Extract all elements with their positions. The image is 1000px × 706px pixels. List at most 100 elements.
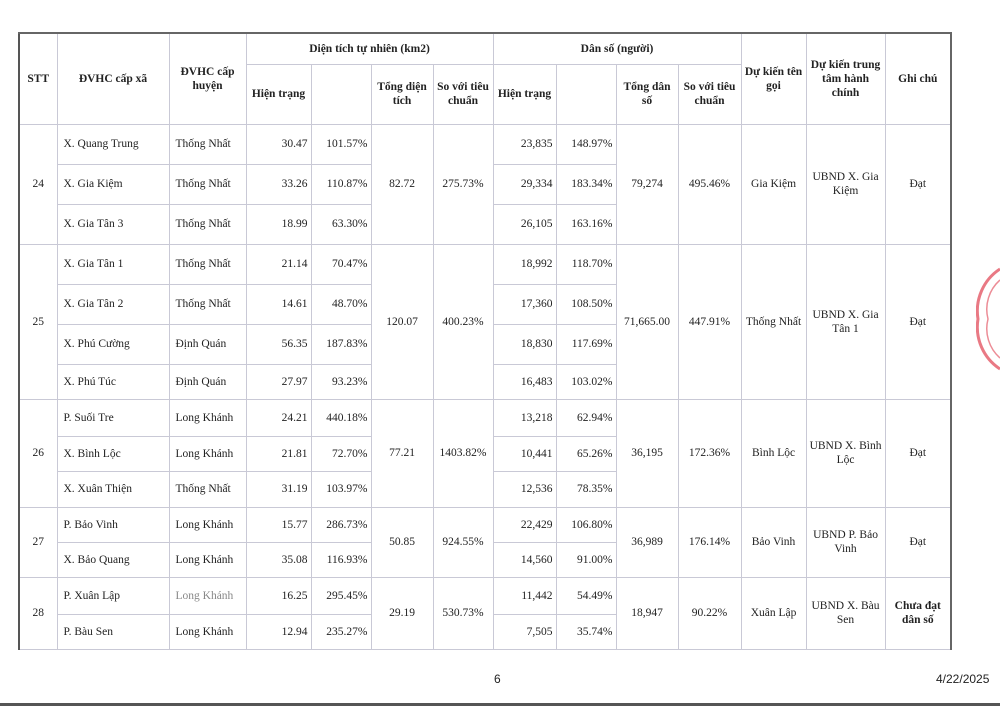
district-cell: Long Khánh [168,506,247,543]
header-pop-current: Hiện trạng [492,63,557,125]
area-current-cell: 56.35 [245,323,312,365]
total-pop-cell: 71,665.00 [615,243,679,400]
commune-cell: X. Gia Kiệm [56,163,170,205]
district-cell: Long Khánh [168,576,247,615]
area-current-cell: 31.19 [245,470,312,508]
proposed-name-cell: Bình Lộc [740,398,807,508]
total-pop-cell: 36,195 [615,398,679,508]
pop-current-cell: 7,505 [492,613,557,650]
pop-current-cell: 10,441 [492,435,557,472]
table-row: 28 P. Xuân Lập Long Khánh 16.25 295.45% 29.19… [18,576,952,650]
district-cell: Thống Nhất [168,283,247,325]
stt-cell: 27 [18,506,58,578]
stt-cell: 28 [18,576,58,650]
district-cell: Định Quán [168,363,247,400]
pop-pct-cell: 108.50% [555,283,617,325]
area-current-cell: 21.14 [245,243,312,285]
area-pct-cell: 440.18% [310,398,372,437]
header-pop-pct-blank [555,63,617,125]
area-vs-standard-cell: 275.73% [432,123,494,245]
area-current-cell: 30.47 [245,123,312,165]
commune-cell: X. Phú Túc [56,363,170,400]
total-pop-cell: 79,274 [615,123,679,245]
total-area-cell: 82.72 [370,123,434,245]
pop-pct-cell: 117.69% [555,323,617,365]
pop-vs-standard-cell: 495.46% [677,123,742,245]
pop-pct-cell: 62.94% [555,398,617,437]
header-district: ĐVHC cấp huyện [168,32,247,125]
commune-cell: X. Gia Tân 2 [56,283,170,325]
stt-cell: 26 [18,398,58,508]
header-pop-vs-standard: So với tiêu chuẩn [677,63,742,125]
page-number: 6 [494,672,501,686]
stt-cell: 24 [18,123,58,245]
commune-merger-table: STT ĐVHC cấp xã ĐVHC cấp huyện Diện tích… [18,32,953,650]
header-total-pop: Tổng dân số [615,63,679,125]
district-cell: Thống Nhất [168,163,247,205]
pop-pct-cell: 163.16% [555,203,617,245]
area-pct-cell: 116.93% [310,541,372,578]
area-pct-cell: 72.70% [310,435,372,472]
area-current-cell: 27.97 [245,363,312,400]
proposed-center-cell: UBND X. Gia Kiệm [805,123,886,245]
proposed-name-cell: Thống Nhất [740,243,807,400]
area-vs-standard-cell: 1403.82% [432,398,494,508]
header-area-vs-standard: So với tiêu chuẩn [432,63,494,125]
area-pct-cell: 110.87% [310,163,372,205]
pop-current-cell: 13,218 [492,398,557,437]
table-row: P. Bàu Sen Long Khánh 12.94 235.27% 7,505 35.… [19,613,951,650]
proposed-name-cell: Bảo Vinh [740,506,807,578]
pop-current-cell: 16,483 [492,363,557,400]
pop-pct-cell: 148.97% [555,123,617,165]
pop-pct-cell: 54.49% [555,576,617,615]
district-cell: Thống Nhất [168,123,247,165]
area-pct-cell: 70.47% [310,243,372,285]
table-body: 24 X. Quang Trung Thống Nhất 30.47 101.57% 82… [18,123,952,650]
commune-cell: X. Bảo Quang [56,541,170,578]
total-area-cell: 77.21 [370,398,434,508]
header-area-pct-blank [310,63,372,125]
commune-cell: X. Bình Lộc [56,435,170,472]
pop-pct-cell: 183.34% [555,163,617,205]
table-row: X. Gia Kiệm Thống Nhất 33.26 110.87% 29,334 1… [19,163,951,205]
district-cell: Thống Nhất [168,243,247,285]
pop-pct-cell: 106.80% [555,506,617,543]
header-note: Ghi chú [884,32,952,125]
area-pct-cell: 101.57% [310,123,372,165]
area-current-cell: 12.94 [245,613,312,650]
pop-pct-cell: 65.26% [555,435,617,472]
pop-current-cell: 18,992 [492,243,557,285]
area-vs-standard-cell: 400.23% [432,243,494,400]
note-cell: Chưa đạt dân số [884,576,952,650]
commune-cell: P. Xuân Lập [56,576,170,615]
district-cell: Long Khánh [168,398,247,437]
commune-cell: X. Phú Cường [56,323,170,365]
table-row: X. Bảo Quang Long Khánh 35.08 116.93% 14,560… [19,541,951,578]
pop-pct-cell: 35.74% [555,613,617,650]
area-current-cell: 14.61 [245,283,312,325]
area-current-cell: 18.99 [245,203,312,245]
proposed-center-cell: UBND X. Bình Lộc [805,398,886,508]
pop-current-cell: 23,835 [492,123,557,165]
area-pct-cell: 235.27% [310,613,372,650]
area-pct-cell: 48.70% [310,283,372,325]
commune-cell: P. Bảo Vinh [56,506,170,543]
pop-vs-standard-cell: 447.91% [677,243,742,400]
area-pct-cell: 93.23% [310,363,372,400]
commune-cell: P. Suối Tre [56,398,170,437]
commune-cell: X. Quang Trung [56,123,170,165]
note-cell: Đạt [884,506,952,578]
district-cell: Thống Nhất [168,203,247,245]
area-pct-cell: 187.83% [310,323,372,365]
district-cell: Định Quán [168,323,247,365]
area-pct-cell: 63.30% [310,203,372,245]
area-pct-cell: 295.45% [310,576,372,615]
pop-pct-cell: 103.02% [555,363,617,400]
proposed-name-cell: Xuân Lập [740,576,807,650]
commune-cell: X. Gia Tân 1 [56,243,170,285]
note-cell: Đạt [884,398,952,508]
commune-cell: X. Xuân Thiện [56,470,170,508]
page-date: 4/22/2025 [936,672,990,686]
area-current-cell: 15.77 [245,506,312,543]
header-area-group: Diện tích tự nhiên (km2) [245,32,494,65]
